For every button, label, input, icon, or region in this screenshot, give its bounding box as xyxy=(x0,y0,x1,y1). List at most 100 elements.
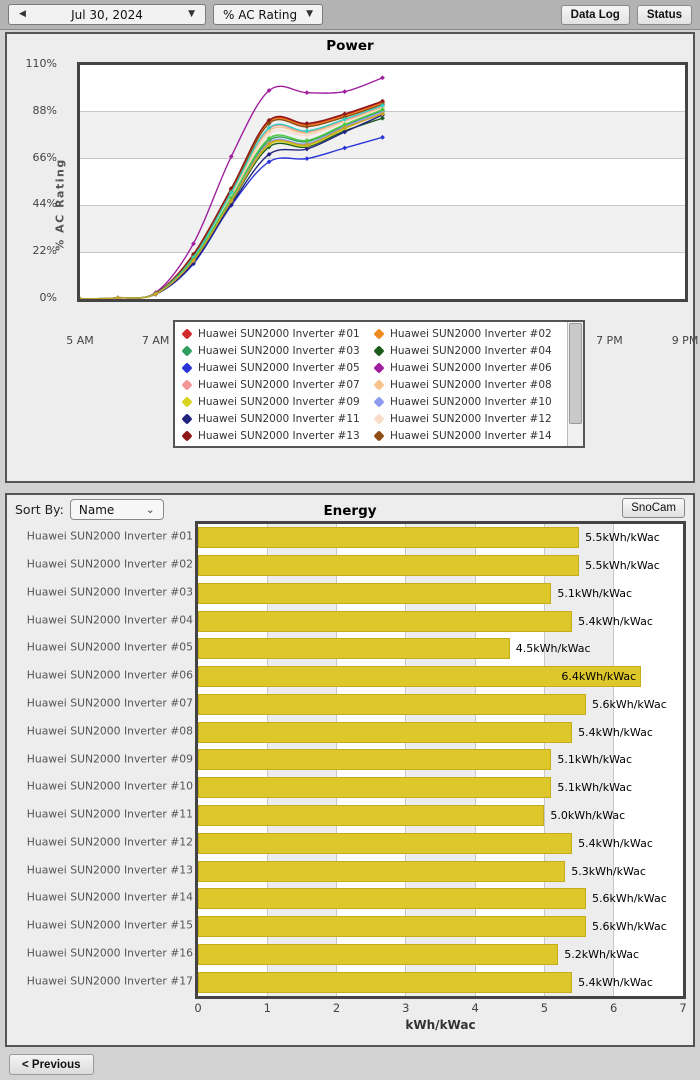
legend-item-label: Huawei SUN2000 Inverter #03 xyxy=(198,344,360,357)
legend-scrollbar[interactable] xyxy=(567,322,583,446)
power-x-tick-label: 5 AM xyxy=(66,334,94,347)
power-x-tick-label: 9 PM xyxy=(671,334,699,347)
series-marker xyxy=(380,111,385,117)
status-button[interactable]: Status xyxy=(636,4,692,25)
series-marker xyxy=(191,258,196,264)
metric-dropdown-icon: ▼ xyxy=(306,9,313,19)
power-gridline xyxy=(80,251,685,253)
energy-bar xyxy=(198,888,586,910)
previous-page-button[interactable]: < Previous xyxy=(9,1054,94,1075)
bar-row: 5.2kWh/kWac xyxy=(198,940,683,968)
series-marker xyxy=(115,295,121,299)
energy-row-label: Huawei SUN2000 Inverter #01 xyxy=(26,529,193,543)
energy-bar xyxy=(198,749,552,771)
energy-bar-value: 5.6kWh/kWac xyxy=(592,920,667,934)
sort-by-label: Sort By: xyxy=(15,502,64,517)
energy-bar-value: 5.2kWh/kWac xyxy=(564,947,640,961)
series-marker xyxy=(342,111,348,117)
legend-item: Huawei SUN2000 Inverter #06 xyxy=(373,362,565,374)
energy-bar-value: 5.1kWh/kWac xyxy=(557,781,633,795)
legend-item-label: Huawei SUN2000 Inverter #09 xyxy=(198,395,360,408)
energy-bar-value: 5.4kWh/kWac xyxy=(578,614,653,628)
legend-diamond-icon xyxy=(181,429,193,442)
energy-bar-value: 5.0kWh/kWac xyxy=(550,809,626,823)
bar-row: 5.0kWh/kWac xyxy=(198,802,683,830)
energy-row-label: Huawei SUN2000 Inverter #02 xyxy=(26,557,193,571)
legend-scrollbar-thumb[interactable] xyxy=(569,323,582,425)
energy-chart-title: Energy xyxy=(323,503,377,519)
energy-bar xyxy=(198,610,573,632)
legend-item-label: Huawei SUN2000 Inverter #01 xyxy=(198,327,360,340)
bar-row: 5.4kWh/kWac xyxy=(198,718,683,746)
series-marker xyxy=(228,190,234,196)
bar-row: 5.1kWh/kWac xyxy=(198,746,683,774)
legend-item-label: Huawei SUN2000 Inverter #05 xyxy=(198,361,360,374)
series-marker xyxy=(304,142,310,148)
energy-bar xyxy=(198,832,573,854)
energy-bar xyxy=(198,721,573,743)
legend-item: Huawei SUN2000 Inverter #03 xyxy=(181,345,373,357)
energy-x-tick-label: 0 xyxy=(194,1001,202,1015)
date-dropdown-icon[interactable]: ▼ xyxy=(188,9,195,19)
bar-row: 5.6kWh/kWac xyxy=(198,885,683,913)
bar-row: 5.4kWh/kWac xyxy=(198,829,683,857)
series-marker xyxy=(228,154,234,159)
energy-row-label: Huawei SUN2000 Inverter #09 xyxy=(26,752,193,765)
power-y-tick-label: 110% xyxy=(25,57,57,70)
bar-row: 5.6kWh/kWac xyxy=(198,913,683,941)
energy-x-axis-label: kWh/kWac xyxy=(405,1018,476,1032)
date-selector[interactable]: ◀ Jul 30, 2024 ▼ xyxy=(8,4,206,25)
power-legend-grid: Huawei SUN2000 Inverter #01 Huawei SUN200… xyxy=(181,325,565,443)
energy-row-label: Huawei SUN2000 Inverter #06 xyxy=(26,668,193,682)
energy-row-label: Huawei SUN2000 Inverter #13 xyxy=(26,863,193,877)
series-marker xyxy=(342,89,348,94)
power-gridline xyxy=(80,158,685,160)
energy-bar xyxy=(198,527,580,549)
energy-x-tick-label: 5 xyxy=(540,1001,549,1015)
energy-bar-value: 5.4kWh/kWac xyxy=(578,725,653,739)
series-marker xyxy=(380,107,385,113)
legend-diamond-icon xyxy=(181,344,193,357)
legend-item-label: Huawei SUN2000 Inverter #04 xyxy=(390,344,552,357)
sort-by-select[interactable]: Name ⌄ xyxy=(69,499,164,520)
series-marker xyxy=(266,141,272,147)
legend-diamond-icon xyxy=(181,395,193,408)
bar-row: 4.5kWh/kWac xyxy=(198,635,683,663)
energy-panel: Sort By: Name ⌄ Energy SnoCam 5.5kWh/kWa… xyxy=(5,493,695,1047)
legend-item: Huawei SUN2000 Inverter #08 xyxy=(373,379,565,391)
energy-bar-value: 5.5kWh/kWac xyxy=(585,531,660,545)
legend-diamond-icon xyxy=(373,412,385,425)
series-marker xyxy=(304,90,310,96)
energy-row-label: Huawei SUN2000 Inverter #14 xyxy=(26,890,193,904)
metric-dropdown[interactable]: % AC Rating ▼ xyxy=(213,4,323,25)
bar-row: 6.4kWh/kWac xyxy=(198,663,683,691)
energy-row-label: Huawei SUN2000 Inverter #12 xyxy=(26,835,193,849)
energy-bar xyxy=(198,943,559,965)
series-marker xyxy=(380,103,385,108)
series-marker xyxy=(342,125,348,131)
data-log-button[interactable]: Data Log xyxy=(560,4,630,25)
energy-x-tick-label: 4 xyxy=(471,1001,479,1015)
legend-item: Huawei SUN2000 Inverter #14 xyxy=(373,430,565,442)
energy-bar-value: 5.1kWh/kWac xyxy=(557,586,633,600)
series-marker xyxy=(304,128,310,134)
legend-diamond-icon xyxy=(373,361,385,374)
chevron-down-icon: ⌄ xyxy=(145,502,155,516)
energy-x-tick-label: 7 xyxy=(679,1001,687,1015)
legend-item: Huawei SUN2000 Inverter #04 xyxy=(373,345,565,357)
energy-row-label: Huawei SUN2000 Inverter #11 xyxy=(26,807,193,821)
snocam-button[interactable]: SnoCam xyxy=(622,498,685,518)
bar-row: 5.1kWh/kWac xyxy=(198,774,683,802)
legend-item-label: Huawei SUN2000 Inverter #10 xyxy=(390,395,552,408)
energy-bar xyxy=(198,860,566,882)
energy-row-label: Huawei SUN2000 Inverter #15 xyxy=(26,918,193,932)
energy-row-label: Huawei SUN2000 Inverter #07 xyxy=(26,696,193,710)
energy-bar xyxy=(198,805,545,827)
previous-day-icon[interactable]: ◀ xyxy=(19,9,26,19)
legend-item: Huawei SUN2000 Inverter #01 xyxy=(181,328,373,340)
top-toolbar: ◀ Jul 30, 2024 ▼ % AC Rating ▼ Data Log … xyxy=(0,0,700,30)
bar-row: 5.3kWh/kWac xyxy=(198,857,683,885)
bar-row: 5.4kWh/kWac xyxy=(198,607,683,635)
legend-item: Huawei SUN2000 Inverter #11 xyxy=(181,413,373,425)
series-line xyxy=(80,117,383,299)
